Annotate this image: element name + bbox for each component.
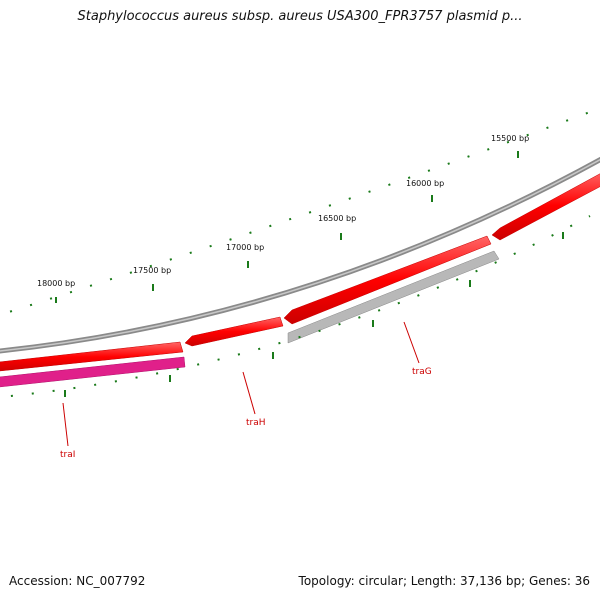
gene-label-traI: traI: [60, 450, 75, 460]
backbone-ring: [0, 156, 600, 354]
scale-label-17000: 17000 bp: [226, 243, 264, 252]
forward-gene-track: [0, 173, 600, 372]
gene-label-traH: traH: [246, 418, 266, 428]
gene-traG: [287, 250, 500, 344]
gene-traH: [184, 316, 284, 347]
gene-traG-forward: [283, 235, 492, 325]
gene-forward-right: [491, 173, 600, 241]
scale-label-17500: 17500 bp: [133, 266, 171, 275]
reverse-gene-track: [0, 250, 500, 388]
scale-label-18000: 18000 bp: [37, 279, 75, 288]
outer-tick-ring: [0, 111, 591, 316]
map-title: Staphylococcus aureus subsp. aureus USA3…: [77, 9, 523, 24]
traI-leader-line: [62, 402, 69, 447]
gene-traI: [0, 356, 186, 388]
accession-text: Accession: NC_007792: [9, 574, 146, 588]
scale-label-16000: 16000 bp: [406, 179, 444, 188]
traH-leader-line: [242, 371, 256, 415]
scale-label-16500: 16500 bp: [318, 214, 356, 223]
inner-tick-ring: [0, 215, 591, 399]
scale-label-15500: 15500 bp: [491, 134, 529, 143]
topology-summary: Topology: circular; Length: 37,136 bp; G…: [298, 574, 590, 588]
gene-label-traG: traG: [412, 367, 432, 377]
gene-traI-forward: [0, 341, 184, 372]
traG-leader-line: [403, 321, 420, 364]
